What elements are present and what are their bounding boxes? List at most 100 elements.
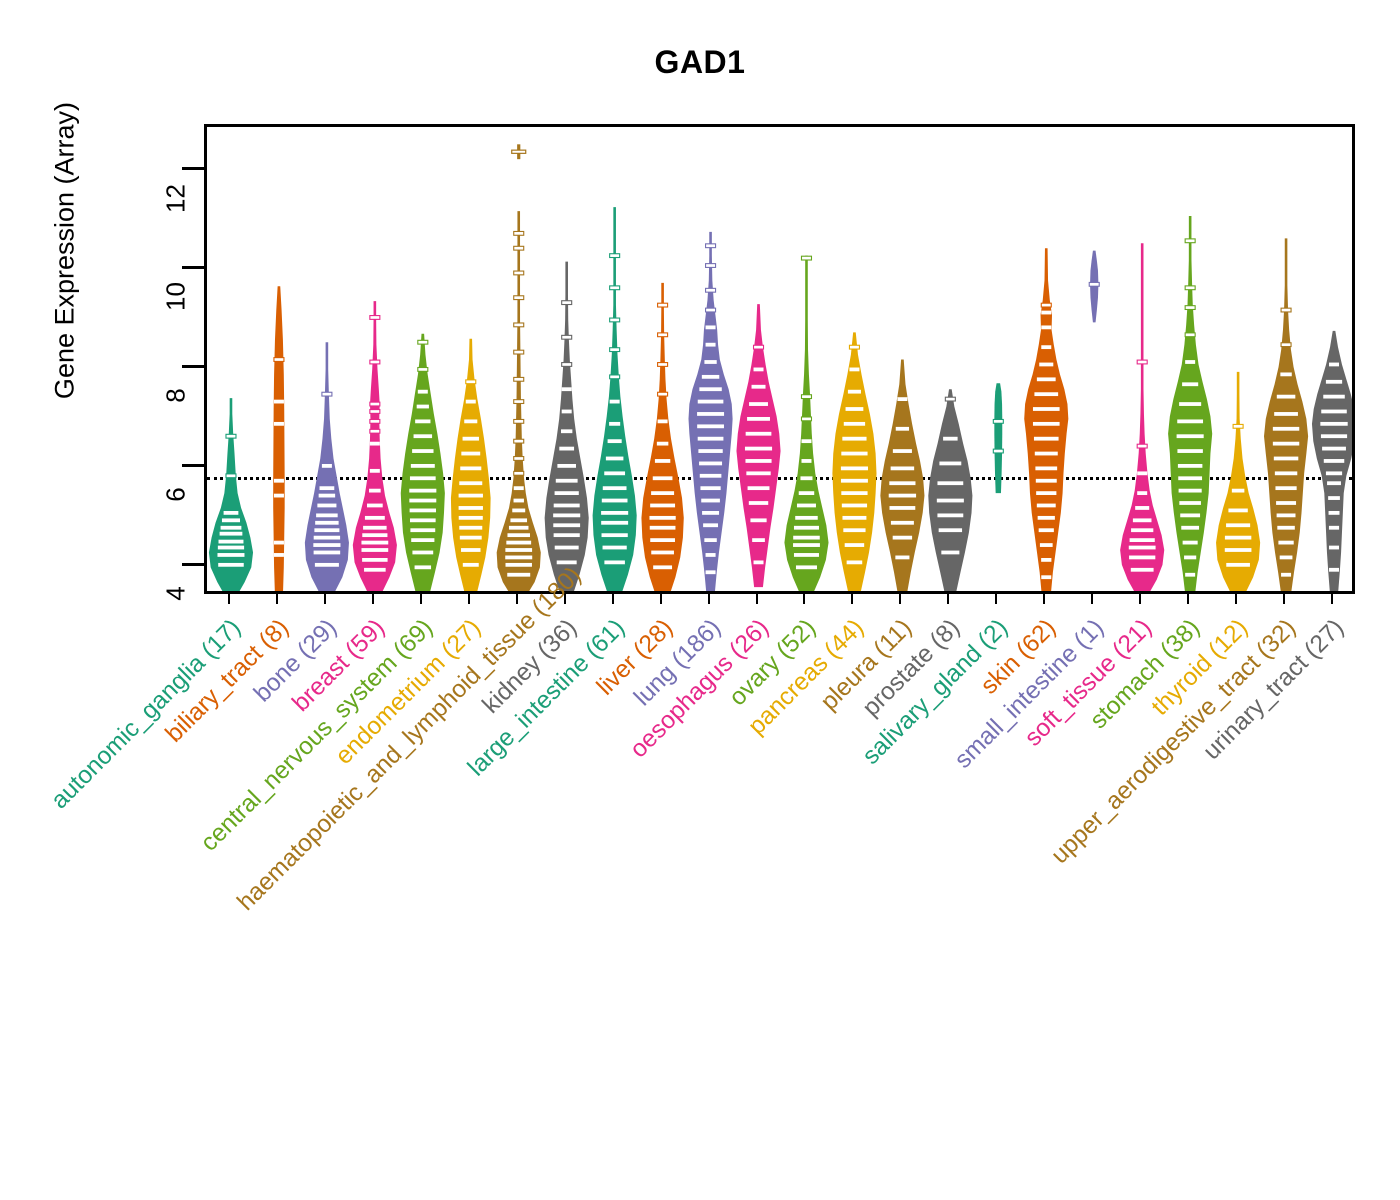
sample-mark: [369, 315, 381, 320]
sample-mark: [409, 498, 437, 503]
sample-mark: [1275, 486, 1297, 491]
sample-mark: [747, 486, 770, 491]
sample-mark: [1038, 528, 1054, 533]
y-tick-mark: [182, 265, 204, 269]
sample-mark: [1177, 463, 1203, 468]
x-tick-mark: [227, 594, 230, 604]
sample-mark: [464, 419, 478, 424]
violin-outlier-mark: [511, 149, 527, 154]
sample-mark: [748, 501, 769, 505]
sample-mark: [462, 562, 479, 567]
sample-mark: [412, 449, 434, 453]
sample-mark: [753, 560, 764, 565]
violin-body: [641, 282, 684, 591]
sample-mark: [841, 491, 868, 496]
violin-central_nervous_system: [400, 333, 445, 591]
sample-mark: [601, 510, 629, 515]
sample-mark: [513, 498, 524, 503]
sample-mark: [363, 525, 387, 530]
sample-mark: [513, 456, 525, 461]
sample-mark: [1276, 501, 1297, 505]
sample-mark: [1184, 332, 1196, 338]
violin-body: [400, 333, 445, 591]
sample-mark: [895, 426, 910, 431]
sample-mark: [844, 543, 865, 547]
violin-pleura: [880, 359, 925, 591]
sample-mark: [409, 518, 436, 523]
sample-mark: [1137, 471, 1148, 476]
plot-area: [207, 127, 1352, 591]
y-tick-label: 4: [160, 586, 191, 602]
violin-body: [304, 342, 349, 591]
sample-mark: [609, 347, 621, 353]
sample-mark: [1040, 302, 1052, 308]
sample-mark: [417, 389, 428, 394]
violin-body: [832, 332, 877, 591]
sample-mark: [1088, 281, 1100, 287]
violin-lung: [688, 231, 733, 591]
sample-mark: [1329, 567, 1340, 572]
violin-stomach: [1168, 216, 1213, 591]
sample-mark: [697, 424, 724, 429]
violin-body: [688, 231, 733, 591]
violin-body: [352, 301, 397, 591]
sample-mark: [745, 431, 772, 436]
sample-mark: [1232, 423, 1244, 429]
sample-mark: [601, 498, 628, 503]
sample-mark: [1279, 555, 1293, 560]
sample-mark: [508, 525, 529, 530]
plot-frame: [204, 124, 1355, 594]
y-tick-label: 8: [160, 388, 191, 404]
sample-mark: [1328, 496, 1340, 500]
sample-mark: [1323, 394, 1345, 399]
y-tick-mark: [182, 364, 204, 368]
sample-mark: [273, 399, 284, 404]
sample-mark: [895, 555, 910, 560]
sample-mark: [795, 565, 817, 570]
sample-mark: [1281, 572, 1292, 577]
sample-mark: [702, 510, 720, 515]
sample-mark: [561, 387, 572, 392]
sample-mark: [561, 429, 573, 434]
x-tick-mark: [851, 594, 854, 604]
x-tick-mark: [1331, 594, 1334, 604]
sample-mark: [889, 506, 916, 510]
sample-mark: [513, 418, 525, 424]
sample-mark: [937, 481, 964, 486]
sample-mark: [849, 367, 860, 372]
x-tick-mark: [755, 594, 758, 604]
violin-body: [736, 304, 781, 588]
sample-mark: [1274, 412, 1298, 416]
sample-mark: [798, 491, 815, 496]
sample-mark: [841, 451, 868, 456]
sample-mark: [1039, 362, 1054, 367]
sample-mark: [704, 360, 717, 364]
sample-mark: [699, 461, 723, 466]
sample-mark: [505, 555, 533, 560]
x-tick-mark: [563, 594, 566, 604]
x-tick-mark: [419, 594, 422, 604]
y-tick-label: 6: [160, 487, 191, 503]
sample-mark: [1327, 481, 1341, 486]
x-tick-mark: [1235, 594, 1238, 604]
sample-mark: [1178, 488, 1202, 493]
sample-mark: [513, 438, 525, 444]
sample-mark: [554, 491, 579, 496]
sample-mark: [459, 525, 483, 530]
sample-mark: [1273, 456, 1299, 461]
sample-mark: [218, 539, 244, 544]
sample-mark: [609, 374, 621, 380]
sample-mark: [510, 518, 528, 523]
sample-mark: [410, 528, 436, 533]
sample-mark: [705, 342, 716, 347]
sample-mark: [657, 302, 669, 308]
sample-mark: [705, 263, 717, 268]
sample-mark: [842, 436, 867, 441]
violin-pancreas: [832, 332, 877, 591]
sample-mark: [220, 525, 242, 530]
sample-mark: [941, 550, 960, 555]
sample-mark: [460, 466, 482, 471]
sample-mark: [1129, 538, 1155, 543]
sample-mark: [313, 535, 341, 540]
sample-mark: [1034, 392, 1059, 397]
